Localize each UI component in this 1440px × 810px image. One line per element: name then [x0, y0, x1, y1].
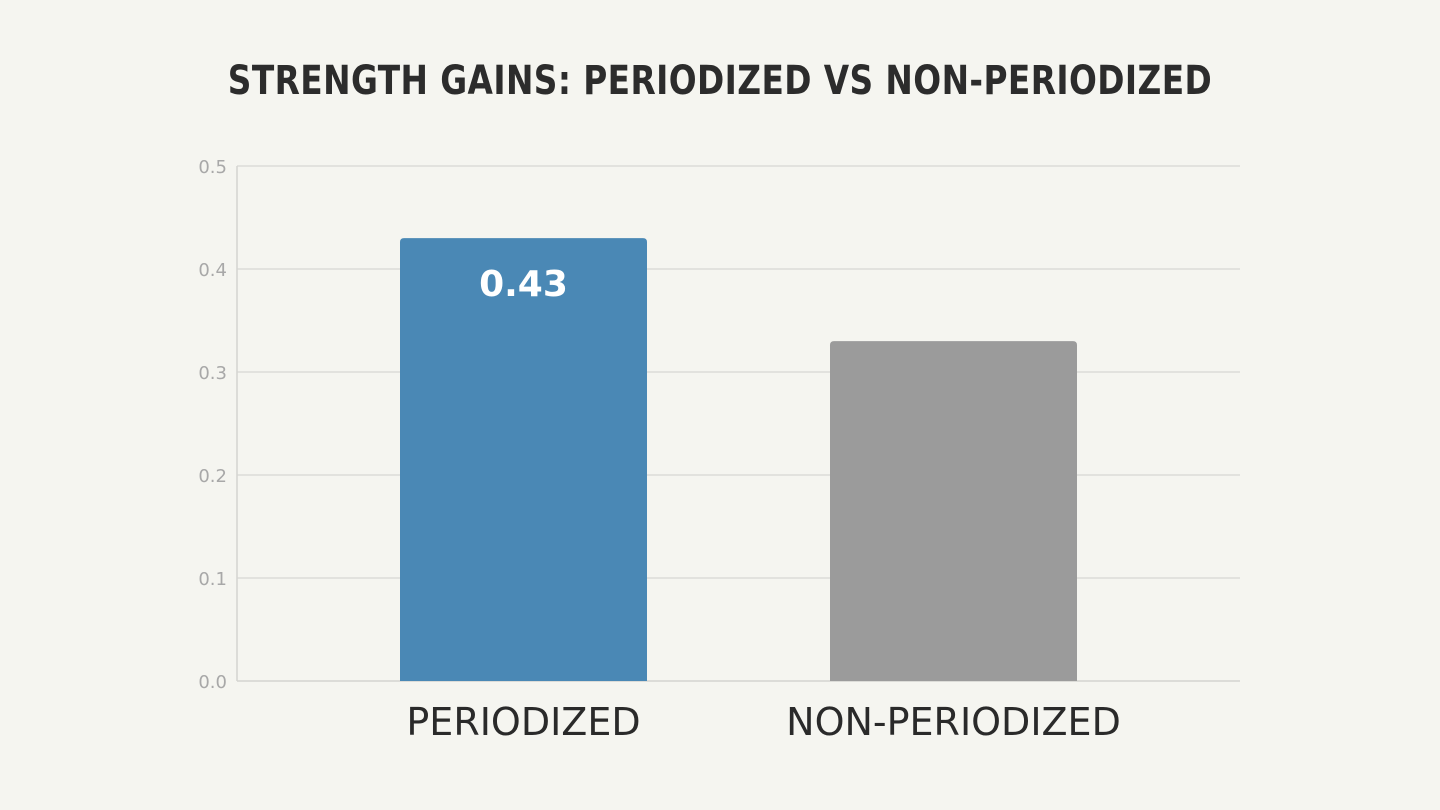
y-tick-label: 0.1 [198, 569, 227, 590]
y-tick-label: 0.2 [198, 466, 227, 487]
y-tick-label: 0.4 [198, 260, 227, 281]
x-category-label: PERIODIZED [406, 700, 640, 744]
chart-title: STRENGTH GAINS: PERIODIZED VS NON-PERIOD… [227, 58, 1213, 104]
category-labels: PERIODIZED NON-PERIODIZED [406, 700, 1120, 744]
gridlines [236, 165, 1240, 682]
y-tick-label: 0.5 [198, 157, 227, 178]
y-axis-ticks: 0.0 0.1 0.2 0.3 0.4 0.5 [198, 157, 227, 693]
bar-non-periodized [830, 341, 1077, 681]
data-label: 0.43 [479, 264, 568, 305]
y-tick-label: 0.3 [198, 363, 227, 384]
x-category-label: NON-PERIODIZED [786, 700, 1121, 744]
bars: 0.43 [400, 238, 1077, 681]
bar-periodized [400, 238, 647, 681]
y-tick-label: 0.0 [198, 672, 227, 693]
